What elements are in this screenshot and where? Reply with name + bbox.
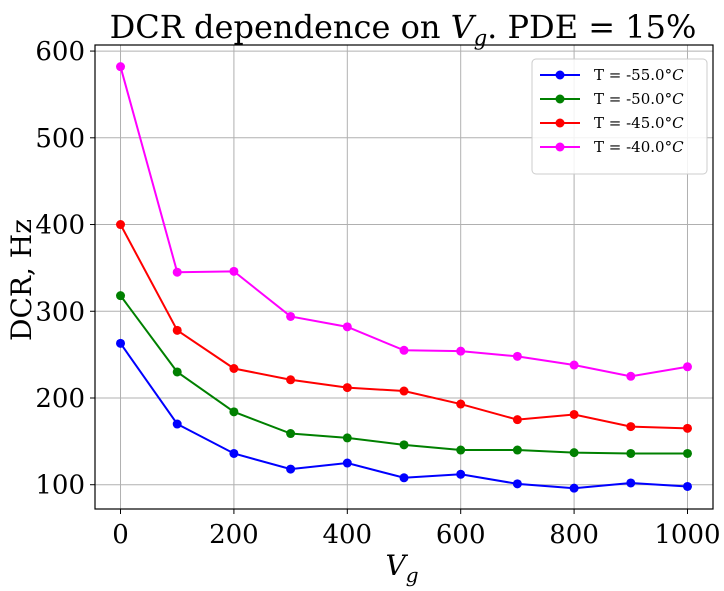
series-4 [116,62,692,381]
y-tick-label: 200 [35,384,85,414]
data-point [569,483,579,493]
x-label-var: V [385,549,408,582]
data-point [569,448,579,458]
legend-entry: T = -50.0°C [540,90,684,108]
data-point [229,363,239,373]
x-axis-label: Vg [385,549,418,587]
data-point [569,409,579,419]
y-tick-label: 500 [35,124,85,154]
data-point [626,371,636,381]
data-point [172,367,182,377]
data-point [399,345,409,355]
data-point [342,383,352,393]
series-layer [116,62,692,493]
legend: T = -55.0°C T = -50.0°C T = -45.0°C T = -40… [531,58,708,175]
data-point [569,360,579,370]
data-point [682,423,692,433]
data-point [682,481,692,491]
title-var: V [451,8,477,46]
plot-frame [94,44,714,510]
data-point [626,478,636,488]
legend-box [531,58,708,175]
x-tick-label: 200 [209,520,259,550]
data-point [229,266,239,276]
legend-label: T = -45.0°C [594,114,684,132]
title-prefix: DCR dependence on [110,8,451,46]
x-tick-label: 400 [322,520,372,550]
series-1 [116,338,692,493]
legend-entry: T = -45.0°C [540,114,684,132]
y-tick-label: 400 [35,211,85,241]
legend-marker [555,70,565,80]
series-2 [116,291,692,458]
data-point [229,448,239,458]
data-point [286,464,296,474]
series-3 [116,220,692,433]
data-point [342,458,352,468]
legend-label: T = -40.0°C [594,138,684,156]
legend-label: T = -55.0°C [594,66,684,84]
data-point [116,338,126,348]
legend-marker [555,142,565,152]
ticks: 0 200 400 600 800 1000 100 200 300 400 500 600 [35,37,720,550]
x-tick-label: 1000 [654,520,720,550]
series-line [119,295,688,455]
data-point [172,325,182,335]
data-point [399,473,409,483]
legend-marker [555,94,565,104]
title-suffix: . PDE = 15% [487,8,696,46]
data-point [512,479,522,489]
data-point [456,346,466,356]
data-point [682,448,692,458]
data-point [116,220,126,230]
legend-entry: T = -55.0°C [540,66,684,84]
x-tick-label: 800 [549,520,599,550]
data-point [286,429,296,439]
x-label-sub: g [406,563,419,587]
data-point [456,469,466,479]
data-point [342,433,352,443]
x-tick-label: 600 [436,520,486,550]
y-axis-label: DCR, Hz [5,219,38,341]
data-point [342,322,352,332]
data-point [456,399,466,409]
data-point [172,267,182,277]
legend-marker [555,118,565,128]
data-point [172,419,182,429]
y-tick-label: 600 [35,37,85,67]
data-point [512,445,522,455]
chart-title: DCR dependence on Vg. PDE = 15% [110,8,697,50]
y-tick-label: 300 [35,297,85,327]
data-point [116,291,126,301]
data-point [116,62,126,72]
y-tick-label: 100 [35,471,85,501]
data-point [399,386,409,396]
series-line [119,342,688,490]
data-point [399,440,409,450]
data-point [456,445,466,455]
data-point [512,351,522,361]
data-point [286,311,296,321]
x-tick-label: 0 [112,520,129,550]
legend-label: T = -50.0°C [594,90,684,108]
data-point [512,415,522,425]
data-point [682,362,692,372]
title-sub: g [474,26,487,50]
legend-entry: T = -40.0°C [540,138,684,156]
data-point [286,375,296,385]
data-point [229,407,239,417]
data-point [626,422,636,432]
data-point [626,448,636,458]
